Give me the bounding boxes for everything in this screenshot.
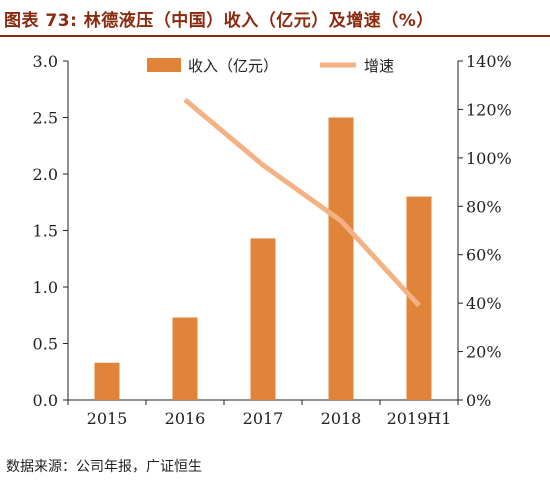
x-tick-label: 2016: [165, 409, 206, 428]
y-left-tick-label: 0.5: [33, 335, 58, 354]
y-right-tick-label: 0%: [466, 391, 491, 410]
line-series: [183, 97, 421, 308]
bar-revenue: [250, 238, 276, 400]
x-tick-label: 2017: [243, 409, 284, 428]
y-left-tick-label: 0.0: [33, 391, 58, 410]
y-right-tick-label: 40%: [466, 294, 502, 313]
chart-title: 图表 73: 林德液压（中国）收入（亿元）及增速（%）: [4, 11, 434, 31]
x-tick-label: 2015: [87, 409, 128, 428]
legend-label-growth: 增速: [364, 57, 394, 75]
y-right-tick-label: 120%: [466, 100, 512, 119]
bar-series: [94, 117, 432, 400]
y-right-tick-label: 80%: [466, 197, 502, 216]
line-growth: [183, 97, 421, 308]
y-left-tick-label: 1.0: [33, 278, 58, 297]
bar-revenue: [172, 317, 198, 400]
bar-revenue: [328, 117, 354, 400]
legend-swatch-revenue: [147, 58, 181, 72]
y-left-tick-label: 2.5: [33, 109, 58, 128]
chart-axes: 0.0 0.5 1.0 1.5 2.0 2.5 3.0 0% 20% 40% 60% 80% 100% 1…: [33, 52, 512, 428]
y-right-tick-label: 20%: [466, 343, 502, 362]
chart-legend: 收入（亿元） 增速: [147, 57, 394, 75]
y-left-tick-label: 2.0: [33, 165, 58, 184]
bar-revenue: [94, 362, 120, 400]
y-left-tick-label: 1.5: [33, 222, 58, 241]
x-tick-label: 2019H1: [387, 409, 452, 428]
source-note: 数据来源：公司年报，广证恒生: [6, 459, 202, 475]
x-tick-label: 2018: [321, 409, 362, 428]
y-right-tick-label: 140%: [466, 52, 512, 71]
y-left-tick-label: 3.0: [33, 52, 58, 71]
chart-canvas: 0.0 0.5 1.0 1.5 2.0 2.5 3.0 0% 20% 40% 60% 80% 100% 1…: [33, 52, 512, 428]
y-right-tick-label: 100%: [466, 149, 512, 168]
legend-label-revenue: 收入（亿元）: [188, 57, 278, 75]
y-right-tick-label: 60%: [466, 246, 502, 265]
title-divider: [0, 35, 550, 37]
